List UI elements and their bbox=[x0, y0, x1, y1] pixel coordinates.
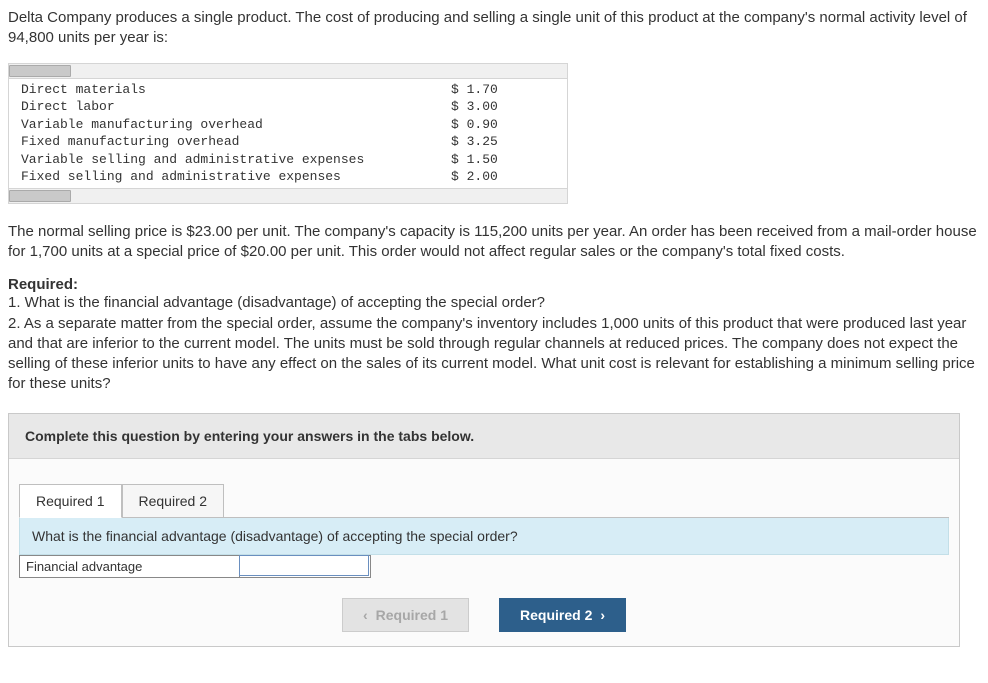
tab-question: What is the financial advantage (disadva… bbox=[19, 518, 949, 555]
chevron-right-icon: › bbox=[600, 607, 605, 623]
prev-button: ‹ Required 1 bbox=[342, 598, 469, 632]
answer-label: Financial advantage bbox=[20, 556, 240, 577]
problem-paragraph-2: The normal selling price is $23.00 per u… bbox=[8, 222, 980, 263]
cost-label: Fixed selling and administrative expense… bbox=[9, 168, 451, 186]
cost-value: $ 1.70 bbox=[451, 81, 561, 99]
answer-row: Financial advantage bbox=[19, 555, 371, 578]
cost-row: Fixed selling and administrative expense… bbox=[9, 168, 567, 186]
tabs-row: Required 1 Required 2 bbox=[9, 459, 959, 517]
cost-table: Direct materials$ 1.70Direct labor$ 3.00… bbox=[8, 63, 568, 204]
cost-label: Variable manufacturing overhead bbox=[9, 116, 451, 134]
cost-table-scroll-bottom[interactable] bbox=[8, 188, 568, 204]
cost-row: Variable manufacturing overhead$ 0.90 bbox=[9, 116, 567, 134]
instruction-bar: Complete this question by entering your … bbox=[9, 414, 959, 459]
cost-label: Variable selling and administrative expe… bbox=[9, 151, 451, 169]
cost-row: Direct materials$ 1.70 bbox=[9, 81, 567, 99]
cost-row: Direct labor$ 3.00 bbox=[9, 98, 567, 116]
tab-required-1[interactable]: Required 1 bbox=[19, 484, 122, 518]
required-item-2: 2. As a separate matter from the special… bbox=[8, 314, 980, 395]
cost-label: Fixed manufacturing overhead bbox=[9, 133, 451, 151]
cost-row: Fixed manufacturing overhead$ 3.25 bbox=[9, 133, 567, 151]
answer-area: Complete this question by entering your … bbox=[8, 413, 960, 647]
prev-button-label: Required 1 bbox=[376, 607, 448, 623]
required-item-1: 1. What is the financial advantage (disa… bbox=[8, 293, 980, 313]
cost-row: Variable selling and administrative expe… bbox=[9, 151, 567, 169]
next-button-label: Required 2 bbox=[520, 607, 592, 623]
cost-value: $ 3.00 bbox=[451, 98, 561, 116]
scrollbar-thumb[interactable] bbox=[9, 65, 71, 77]
answer-input-cell bbox=[240, 556, 370, 577]
scrollbar-thumb[interactable] bbox=[9, 190, 71, 202]
tab-required-2[interactable]: Required 2 bbox=[122, 484, 225, 518]
cost-label: Direct labor bbox=[9, 98, 451, 116]
chevron-left-icon: ‹ bbox=[363, 607, 368, 623]
financial-advantage-input[interactable] bbox=[239, 555, 369, 576]
required-list: 1. What is the financial advantage (disa… bbox=[8, 293, 980, 394]
nav-buttons: ‹ Required 1 Required 2 › bbox=[9, 578, 959, 646]
required-heading: Required: bbox=[8, 276, 980, 293]
cost-value: $ 3.25 bbox=[451, 133, 561, 151]
cost-table-scroll-top[interactable] bbox=[8, 63, 568, 79]
tab-panel: What is the financial advantage (disadva… bbox=[19, 517, 949, 578]
cost-value: $ 2.00 bbox=[451, 168, 561, 186]
cost-value: $ 0.90 bbox=[451, 116, 561, 134]
cost-label: Direct materials bbox=[9, 81, 451, 99]
problem-intro: Delta Company produces a single product.… bbox=[8, 8, 980, 49]
cost-value: $ 1.50 bbox=[451, 151, 561, 169]
next-button[interactable]: Required 2 › bbox=[499, 598, 626, 632]
